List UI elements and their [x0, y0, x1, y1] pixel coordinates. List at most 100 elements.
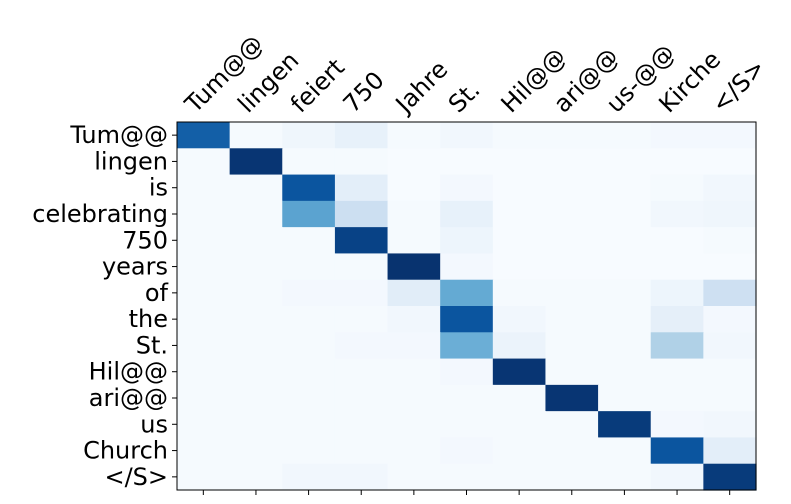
heatmap-cell-4-8 — [598, 227, 652, 255]
heatmap-cell-10-4 — [387, 384, 441, 412]
heatmap-cell-12-2 — [282, 437, 336, 465]
heatmap-cell-8-10 — [703, 332, 757, 360]
heatmap-cell-10-10 — [703, 384, 757, 412]
heatmap-cell-13-1 — [229, 463, 283, 491]
heatmap-cell-12-5 — [440, 437, 494, 465]
heatmap-cell-7-10 — [703, 306, 757, 333]
heatmap-cell-2-6 — [492, 174, 547, 202]
heatmap-cell-11-10 — [703, 411, 757, 439]
heatmap-cell-8-3 — [334, 332, 389, 360]
heatmap-cell-8-0 — [177, 332, 231, 360]
heatmap-cell-11-4 — [387, 411, 441, 439]
heatmap-cell-1-3 — [334, 148, 389, 176]
heatmap-cell-11-1 — [229, 411, 283, 439]
heatmap-cell-4-3 — [334, 227, 389, 255]
heatmap-cell-4-6 — [492, 227, 547, 255]
heatmap-cell-4-5 — [440, 227, 494, 255]
heatmap-cell-11-8 — [598, 411, 652, 439]
heatmap-cell-7-3 — [334, 306, 389, 333]
heatmap-cell-3-5 — [440, 200, 494, 228]
heatmap-cell-3-4 — [387, 200, 441, 228]
heatmap-cell-5-10 — [703, 253, 757, 281]
heatmap-cell-12-6 — [492, 437, 547, 465]
heatmap-cell-3-8 — [598, 200, 652, 228]
heatmap-cell-11-0 — [177, 411, 231, 439]
heatmap-cell-11-5 — [440, 411, 494, 439]
heatmap-cell-7-7 — [545, 306, 599, 333]
heatmap-cell-5-4 — [387, 253, 441, 281]
heatmap-cell-2-3 — [334, 174, 389, 202]
heatmap-cell-6-9 — [650, 279, 704, 307]
heatmap-cell-13-8 — [598, 463, 652, 491]
heatmap-cell-9-8 — [598, 358, 652, 386]
heatmap-cell-3-0 — [177, 200, 231, 228]
heatmap-cell-12-1 — [229, 437, 283, 465]
heatmap-cell-9-7 — [545, 358, 599, 386]
heatmap-cell-0-7 — [545, 122, 599, 149]
heatmap-cell-5-9 — [650, 253, 704, 281]
heatmap-cell-11-2 — [282, 411, 336, 439]
heatmap-cell-7-1 — [229, 306, 283, 333]
heatmap-cell-6-8 — [598, 279, 652, 307]
heatmap-cell-7-5 — [440, 306, 494, 333]
heatmap-cell-3-9 — [650, 200, 704, 228]
heatmap-cell-0-6 — [492, 122, 547, 149]
heatmap-cell-5-8 — [598, 253, 652, 281]
heatmap-cell-5-5 — [440, 253, 494, 281]
heatmap-cell-13-6 — [492, 463, 547, 491]
heatmap-cell-2-2 — [282, 174, 336, 202]
heatmap-cell-12-9 — [650, 437, 704, 465]
heatmap-cell-10-8 — [598, 384, 652, 412]
heatmap-cell-5-2 — [282, 253, 336, 281]
heatmap-cell-9-10 — [703, 358, 757, 386]
heatmap-cell-2-7 — [545, 174, 599, 202]
heatmap-cell-8-4 — [387, 332, 441, 360]
heatmap-cell-7-4 — [387, 306, 441, 333]
heatmap-cell-1-10 — [703, 148, 757, 176]
heatmap-cell-8-5 — [440, 332, 494, 360]
heatmap-cell-0-3 — [334, 122, 389, 149]
heatmap-cell-6-5 — [440, 279, 494, 307]
y-tick-label: St. — [136, 331, 168, 359]
y-ticks: Tum@@lingeniscelebrating750yearsoftheSt.… — [32, 121, 177, 491]
heatmap-cell-6-4 — [387, 279, 441, 307]
heatmap-cell-12-4 — [387, 437, 441, 465]
heatmap-cell-8-8 — [598, 332, 652, 360]
y-tick-label: ari@@ — [89, 384, 168, 412]
heatmap-cell-10-1 — [229, 384, 283, 412]
heatmap-cell-6-2 — [282, 279, 336, 307]
heatmap-cell-9-1 — [229, 358, 283, 386]
heatmap-cell-2-4 — [387, 174, 441, 202]
heatmap-cell-5-7 — [545, 253, 599, 281]
heatmap-cell-1-0 — [177, 148, 231, 176]
heatmap-cell-5-1 — [229, 253, 283, 281]
heatmap-cell-1-6 — [492, 148, 547, 176]
heatmap-cell-0-9 — [650, 122, 704, 149]
heatmap-cell-12-0 — [177, 437, 231, 465]
heatmap-cell-8-1 — [229, 332, 283, 360]
heatmap-cell-1-5 — [440, 148, 494, 176]
heatmap-cell-5-0 — [177, 253, 231, 281]
y-tick-label: lingen — [94, 147, 168, 175]
y-tick-label: Hil@@ — [89, 358, 168, 386]
heatmap-cell-4-7 — [545, 227, 599, 255]
heatmap-cell-1-1 — [229, 148, 283, 176]
y-tick-label: years — [102, 253, 168, 281]
heatmap-cell-5-6 — [492, 253, 547, 281]
heatmap-cell-2-0 — [177, 174, 231, 202]
heatmap-cell-6-0 — [177, 279, 231, 307]
heatmap-cell-1-4 — [387, 148, 441, 176]
heatmap-cell-9-6 — [492, 358, 547, 386]
heatmap-cell-0-1 — [229, 122, 283, 149]
heatmap-cell-0-0 — [177, 122, 231, 149]
heatmap-cell-9-2 — [282, 358, 336, 386]
heatmap-cell-0-10 — [703, 122, 757, 149]
heatmap-cell-9-4 — [387, 358, 441, 386]
heatmap-cell-2-1 — [229, 174, 283, 202]
heatmap-cell-5-3 — [334, 253, 389, 281]
heatmap-cell-1-9 — [650, 148, 704, 176]
heatmap-cell-7-0 — [177, 306, 231, 333]
y-tick-label: Tum@@ — [69, 121, 168, 149]
heatmap-cell-4-2 — [282, 227, 336, 255]
heatmap-cell-3-2 — [282, 200, 336, 228]
